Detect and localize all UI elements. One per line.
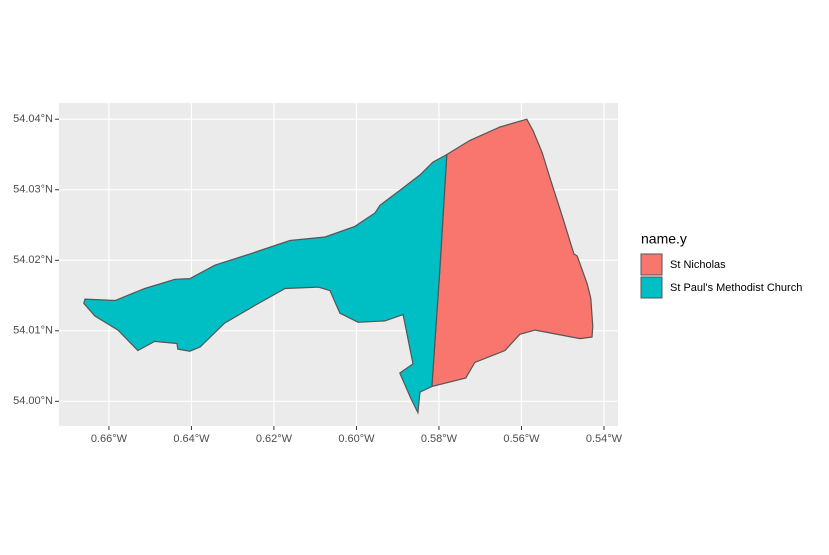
region xyxy=(431,118,594,388)
y-tick-label: 54.02°N xyxy=(13,254,53,266)
x-tick-label: 0.58°W xyxy=(421,433,458,445)
legend-key xyxy=(640,276,663,299)
y-tick-label: 54.00°N xyxy=(13,395,53,407)
legend-label: St Paul's Methodist Church xyxy=(670,282,802,294)
legend-label: St Nicholas xyxy=(670,259,726,271)
x-tick-label: 0.62°W xyxy=(256,433,293,445)
y-tick-label: 54.03°N xyxy=(13,184,53,196)
x-tick-label: 0.56°W xyxy=(503,433,540,445)
x-tick-label: 0.66°W xyxy=(91,433,128,445)
legend-key xyxy=(640,253,663,276)
x-tick-label: 0.60°W xyxy=(338,433,375,445)
region xyxy=(83,153,448,415)
y-tick-label: 54.01°N xyxy=(13,325,53,337)
y-tick-label: 54.04°N xyxy=(13,113,53,125)
x-tick-label: 0.54°W xyxy=(586,433,623,445)
x-tick-label: 0.64°W xyxy=(173,433,210,445)
legend-title: name.y xyxy=(641,231,687,247)
